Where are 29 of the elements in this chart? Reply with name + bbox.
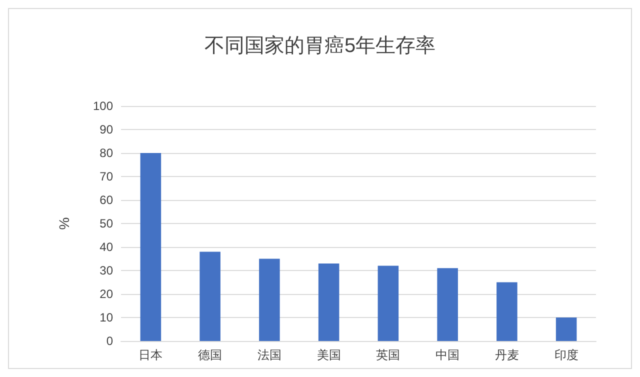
bar [437, 268, 458, 341]
x-tick-label: 美国 [316, 348, 341, 362]
y-tick-label: 50 [100, 216, 114, 230]
bar [556, 318, 577, 341]
y-tick-label: 20 [100, 287, 114, 301]
x-tick-label: 法国 [257, 348, 282, 362]
y-tick-label: 0 [106, 334, 114, 348]
bar [259, 258, 280, 341]
bar [378, 266, 399, 341]
x-tick-label: 中国 [436, 348, 460, 362]
bar [200, 252, 220, 341]
x-tick-label: 日本 [138, 348, 163, 362]
x-tick-label: 丹麦 [494, 348, 519, 362]
y-tick-label: 70 [100, 170, 114, 184]
y-tick-label: 80 [100, 146, 114, 160]
y-tick-label: 30 [100, 264, 114, 278]
x-tick-label: 英国 [376, 348, 400, 362]
bar [318, 263, 340, 341]
y-tick-label: 40 [100, 240, 114, 254]
y-tick-label: 10 [100, 310, 114, 324]
chart-title: 不同国家的胃癌5年生存率 [204, 35, 436, 57]
y-tick-label: 60 [100, 193, 114, 207]
y-axis-title: % [56, 217, 72, 230]
bar [496, 282, 518, 341]
bar [140, 153, 162, 341]
y-tick-label: 90 [100, 122, 114, 136]
y-tick-label: 100 [92, 99, 114, 113]
x-tick-label: 印度 [554, 348, 578, 362]
x-tick-label: 德国 [198, 348, 222, 362]
